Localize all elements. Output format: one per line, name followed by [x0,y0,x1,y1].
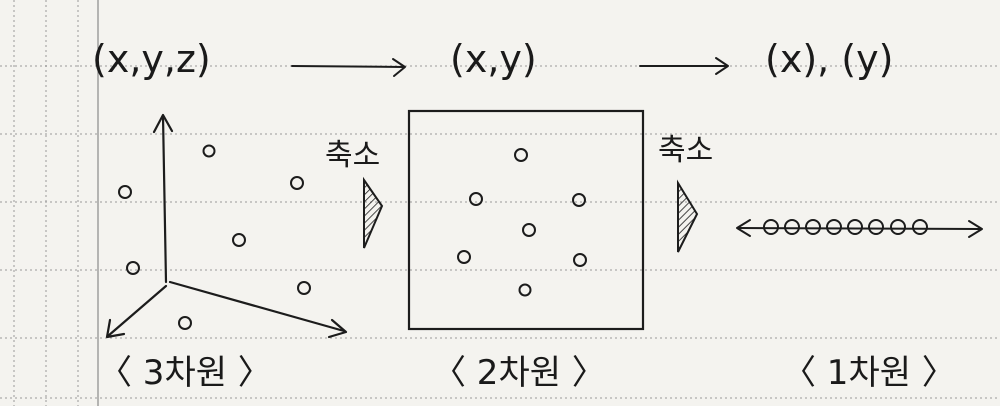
point-1d [912,219,928,235]
point-1d [784,219,800,235]
point-1d [763,219,779,235]
point-2d [572,193,586,207]
point-2d [573,253,587,267]
point-3d [290,176,304,190]
tuple-2d: (x,y) [450,37,537,81]
point-1d [805,219,821,235]
point-1d [890,219,906,235]
point-1d [868,219,884,235]
point-2d [522,223,536,237]
point-3d [178,316,192,330]
caption-3d: 〈 3차원 〉 [98,353,272,393]
top-arrow-1 [291,58,406,77]
reduce-arrow-1 [363,176,384,249]
point-2d [514,148,528,162]
axes-3d [105,113,348,339]
point-3d [126,261,140,275]
point-3d [118,185,132,199]
point-2d [469,192,483,206]
points-2d [457,148,587,297]
point-2d [518,283,532,297]
points-3d [118,144,311,330]
plane-2d [407,109,645,331]
points-1d [763,219,928,235]
point-3d [202,144,216,158]
caption-1d: 〈 1차원 〉 [782,353,956,393]
point-1d [826,219,842,235]
tuple-3d: (x,y,z) [92,37,211,81]
reduce-arrow-2 [677,179,699,253]
point-3d [232,233,246,247]
tuple-1d: (x), (y) [765,37,893,81]
point-1d [847,219,863,235]
top-arrow-2 [639,57,729,75]
caption-2d: 〈 2차원 〉 [432,353,606,393]
point-3d [297,281,311,295]
reduce-label-2: 축소 [658,133,713,168]
reduce-label-1: 축소 [325,138,380,173]
point-2d [457,250,471,264]
